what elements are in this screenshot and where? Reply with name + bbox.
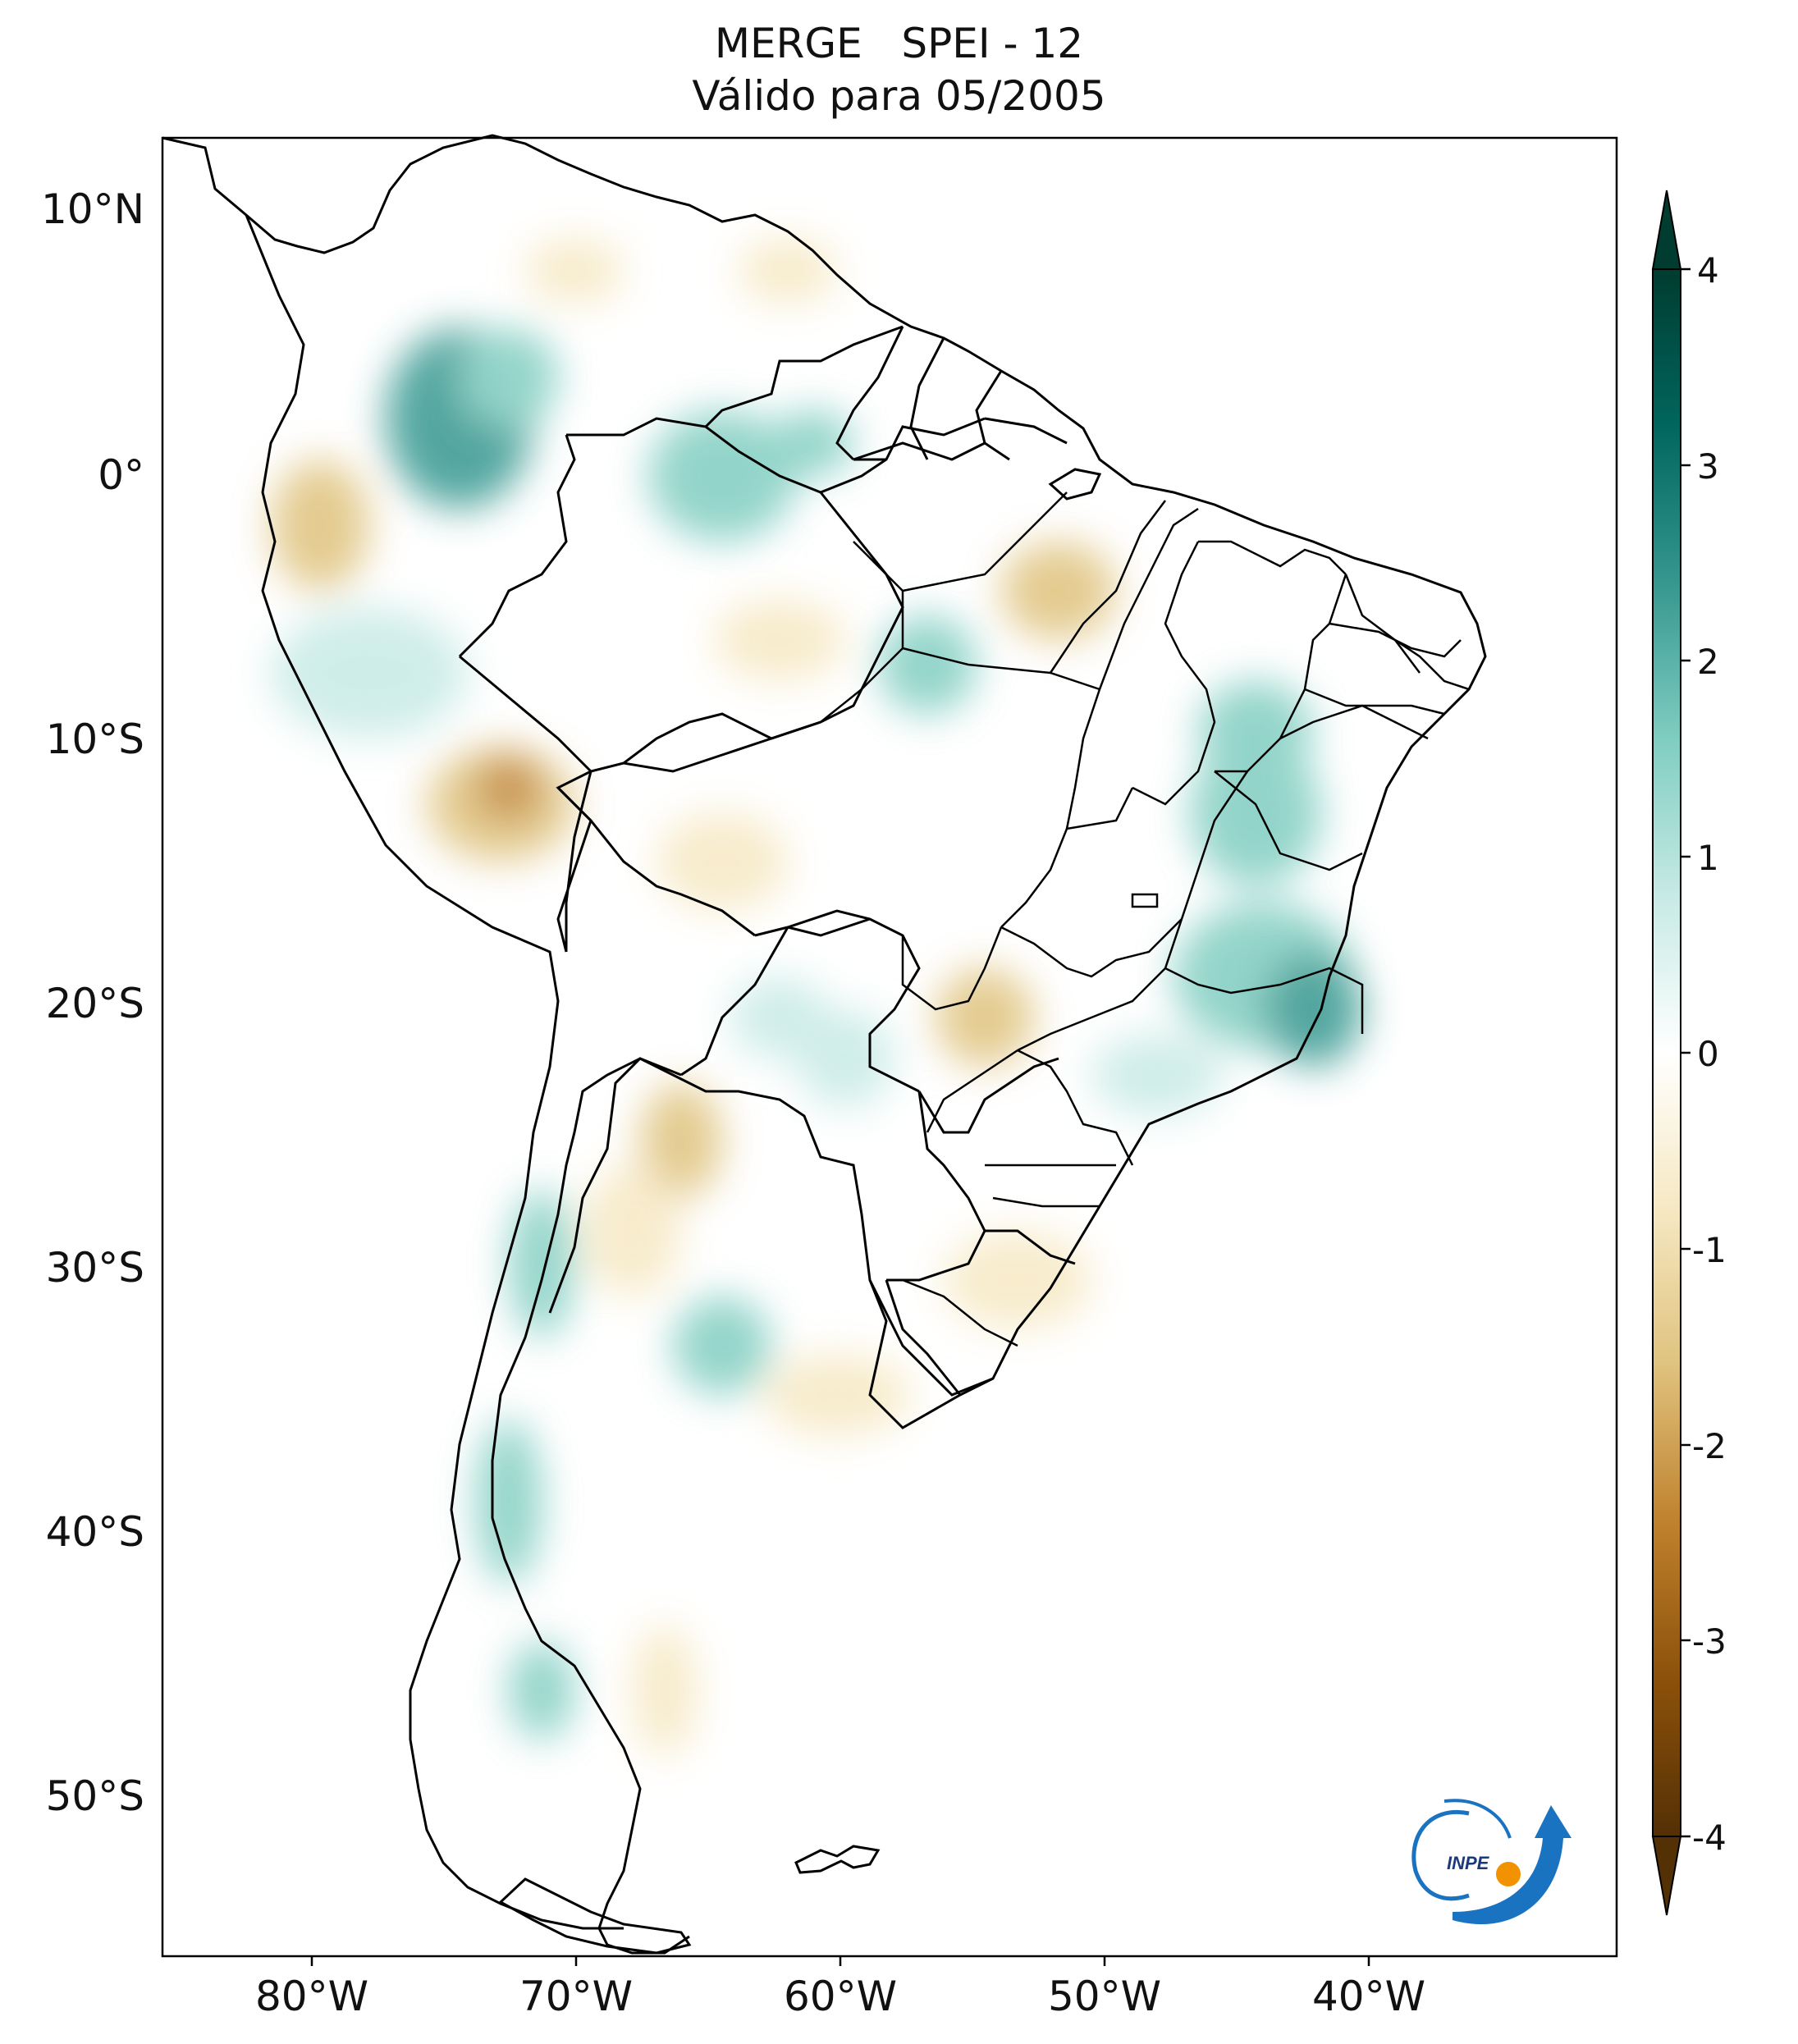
lon-label-40w: 40°W — [1312, 1973, 1425, 2020]
state-borders — [820, 492, 1470, 1347]
lon-label-50w: 50°W — [1048, 1973, 1161, 2020]
lon-label-60w: 60°W — [784, 1973, 897, 2020]
lat-label-0: 0° — [98, 451, 144, 499]
lat-label-40s: 40°S — [46, 1508, 144, 1556]
colorbar-tick-3: 3 — [1697, 446, 1719, 487]
lat-label-10s: 10°S — [46, 716, 144, 763]
map-title-line-2: Válido para 05/2005 — [692, 72, 1106, 120]
colorbar-tick-0: 0 — [1697, 1034, 1719, 1074]
lon-label-80w: 80°W — [255, 1973, 368, 2020]
colorbar-tick-1: 1 — [1697, 838, 1719, 878]
west-coastline — [245, 214, 624, 1930]
colorbar-gradient — [1653, 269, 1681, 1836]
colorbar-tick-minus-1: -1 — [1692, 1230, 1727, 1270]
lat-label-10n: 10°N — [41, 185, 144, 233]
y-axis: 10°N 0° 10°S 20°S 30°S 40°S 50°S — [41, 185, 144, 1820]
colorbar: 4 3 2 1 0 -1 -2 -3 -4 — [1651, 190, 1727, 1916]
lat-label-30s: 30°S — [46, 1244, 144, 1292]
lon-label-70w: 70°W — [519, 1973, 633, 2020]
logo-text: INPE — [1447, 1853, 1490, 1873]
colorbar-tick-minus-2: -2 — [1692, 1426, 1727, 1466]
colorbar-extend-max — [1651, 190, 1682, 270]
colorbar-tick-2: 2 — [1697, 642, 1719, 682]
colorbar-tick-minus-4: -4 — [1692, 1818, 1727, 1858]
lat-label-50s: 50°S — [46, 1772, 144, 1820]
title-index: SPEI - 12 — [901, 20, 1084, 67]
x-axis: 80°W 70°W 60°W 50°W 40°W — [255, 1956, 1425, 2020]
lat-label-20s: 20°S — [46, 980, 144, 1027]
inpe-logo: INPE — [1411, 1799, 1572, 1925]
title-dataset: MERGE — [714, 20, 862, 67]
colorbar-tick-minus-3: -3 — [1692, 1621, 1727, 1662]
colorbar-extend-min — [1651, 1836, 1682, 1916]
colorbar-tick-4: 4 — [1697, 250, 1719, 290]
islands — [498, 468, 1102, 1955]
continent-outline — [162, 134, 1487, 1955]
map-title-line-1: MERGE SPEI - 12 — [0, 20, 1798, 67]
country-borders — [458, 325, 1076, 1396]
eastern-coast-extra — [868, 1279, 994, 1397]
logo-orange-dot — [1496, 1862, 1521, 1886]
